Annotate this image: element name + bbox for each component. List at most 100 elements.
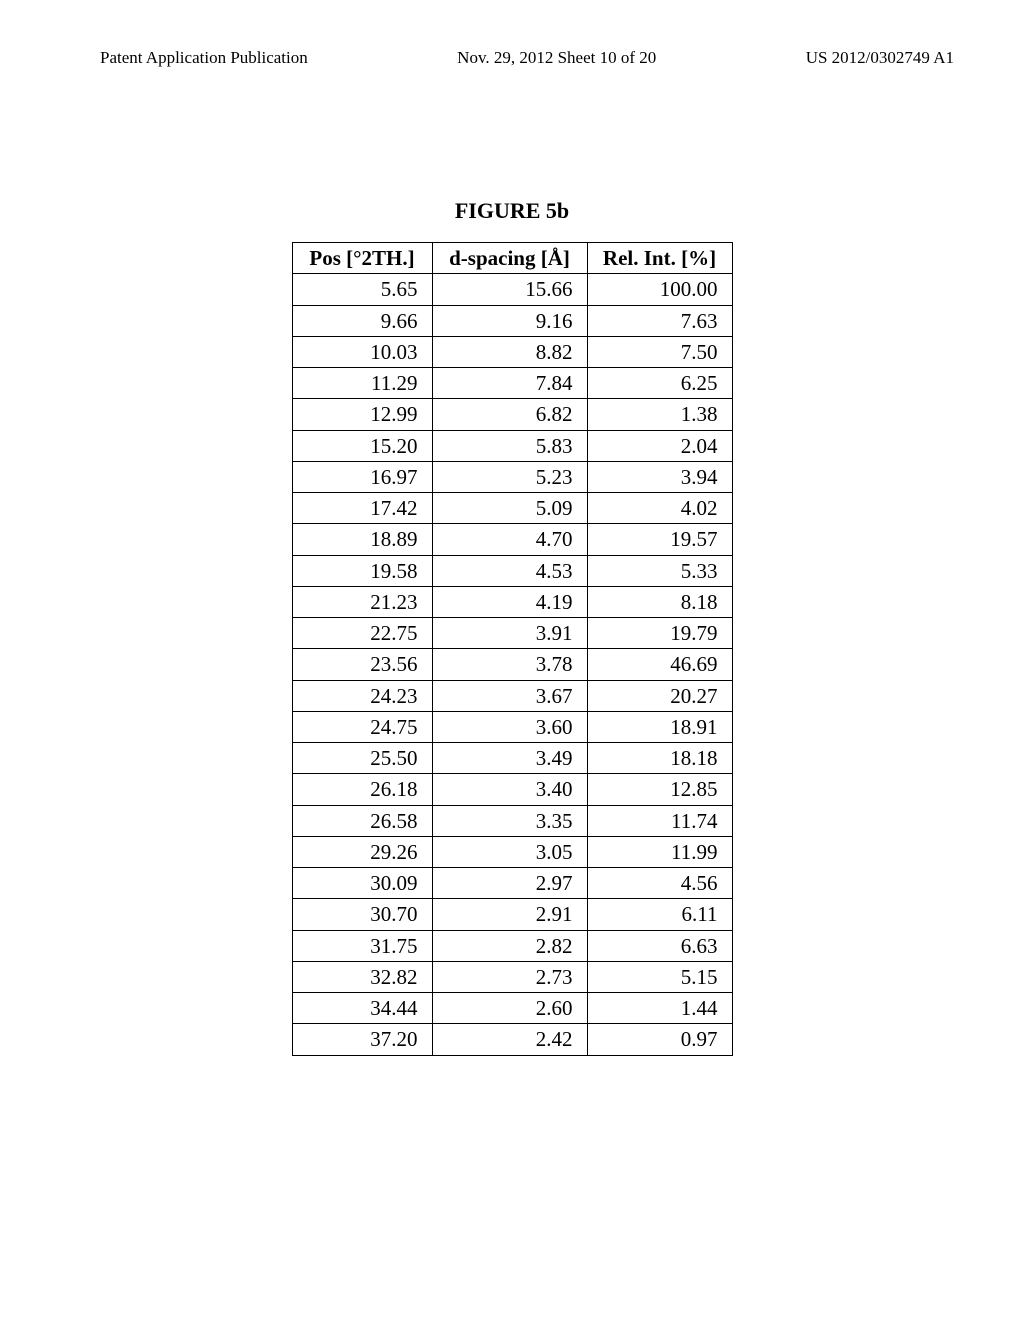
table-cell: 6.11 <box>587 899 732 930</box>
column-header-relint: Rel. Int. [%] <box>587 243 732 274</box>
table-row: 30.702.916.11 <box>292 899 732 930</box>
table-cell: 1.38 <box>587 399 732 430</box>
table-cell: 3.94 <box>587 461 732 492</box>
table-row: 25.503.4918.18 <box>292 743 732 774</box>
table-cell: 21.23 <box>292 586 432 617</box>
table-cell: 5.83 <box>432 430 587 461</box>
table-cell: 2.73 <box>432 961 587 992</box>
table-cell: 18.18 <box>587 743 732 774</box>
table-header: Pos [°2TH.] d-spacing [Å] Rel. Int. [%] <box>292 243 732 274</box>
table-cell: 32.82 <box>292 961 432 992</box>
table-row: 24.753.6018.91 <box>292 711 732 742</box>
table-cell: 11.99 <box>587 836 732 867</box>
table-cell: 2.04 <box>587 430 732 461</box>
column-header-dspacing: d-spacing [Å] <box>432 243 587 274</box>
table-cell: 19.57 <box>587 524 732 555</box>
table-row: 30.092.974.56 <box>292 868 732 899</box>
table-row: 11.297.846.25 <box>292 368 732 399</box>
table-cell: 10.03 <box>292 336 432 367</box>
table-cell: 5.23 <box>432 461 587 492</box>
table-cell: 3.05 <box>432 836 587 867</box>
table-cell: 30.70 <box>292 899 432 930</box>
table-row: 18.894.7019.57 <box>292 524 732 555</box>
table-cell: 11.74 <box>587 805 732 836</box>
table-cell: 26.58 <box>292 805 432 836</box>
header-center-text: Nov. 29, 2012 Sheet 10 of 20 <box>457 48 656 68</box>
table-cell: 3.60 <box>432 711 587 742</box>
table-cell: 23.56 <box>292 649 432 680</box>
table-row: 26.583.3511.74 <box>292 805 732 836</box>
table-row: 5.6515.66100.00 <box>292 274 732 305</box>
data-table-container: Pos [°2TH.] d-spacing [Å] Rel. Int. [%] … <box>0 242 1024 1056</box>
table-cell: 5.15 <box>587 961 732 992</box>
table-cell: 11.29 <box>292 368 432 399</box>
table-cell: 3.49 <box>432 743 587 774</box>
table-cell: 15.66 <box>432 274 587 305</box>
table-row: 17.425.094.02 <box>292 493 732 524</box>
table-cell: 4.70 <box>432 524 587 555</box>
table-cell: 3.35 <box>432 805 587 836</box>
table-cell: 8.18 <box>587 586 732 617</box>
table-cell: 5.65 <box>292 274 432 305</box>
table-cell: 4.02 <box>587 493 732 524</box>
table-row: 31.752.826.63 <box>292 930 732 961</box>
table-cell: 24.23 <box>292 680 432 711</box>
xrd-data-table: Pos [°2TH.] d-spacing [Å] Rel. Int. [%] … <box>292 242 733 1056</box>
table-body: 5.6515.66100.009.669.167.6310.038.827.50… <box>292 274 732 1055</box>
table-cell: 12.85 <box>587 774 732 805</box>
table-cell: 22.75 <box>292 618 432 649</box>
table-row: 15.205.832.04 <box>292 430 732 461</box>
table-row: 24.233.6720.27 <box>292 680 732 711</box>
table-cell: 25.50 <box>292 743 432 774</box>
table-cell: 6.63 <box>587 930 732 961</box>
table-cell: 2.60 <box>432 993 587 1024</box>
table-cell: 2.42 <box>432 1024 587 1055</box>
table-header-row: Pos [°2TH.] d-spacing [Å] Rel. Int. [%] <box>292 243 732 274</box>
table-row: 21.234.198.18 <box>292 586 732 617</box>
table-row: 34.442.601.44 <box>292 993 732 1024</box>
table-cell: 18.89 <box>292 524 432 555</box>
table-cell: 18.91 <box>587 711 732 742</box>
table-cell: 7.84 <box>432 368 587 399</box>
table-cell: 3.91 <box>432 618 587 649</box>
table-cell: 7.63 <box>587 305 732 336</box>
table-row: 16.975.233.94 <box>292 461 732 492</box>
table-cell: 3.67 <box>432 680 587 711</box>
table-cell: 19.58 <box>292 555 432 586</box>
table-cell: 9.16 <box>432 305 587 336</box>
table-cell: 12.99 <box>292 399 432 430</box>
table-row: 10.038.827.50 <box>292 336 732 367</box>
table-cell: 1.44 <box>587 993 732 1024</box>
table-cell: 7.50 <box>587 336 732 367</box>
table-cell: 4.56 <box>587 868 732 899</box>
table-cell: 24.75 <box>292 711 432 742</box>
table-cell: 0.97 <box>587 1024 732 1055</box>
table-row: 26.183.4012.85 <box>292 774 732 805</box>
page-header: Patent Application Publication Nov. 29, … <box>0 0 1024 68</box>
table-cell: 17.42 <box>292 493 432 524</box>
table-cell: 2.97 <box>432 868 587 899</box>
figure-title: FIGURE 5b <box>0 198 1024 224</box>
table-row: 29.263.0511.99 <box>292 836 732 867</box>
table-cell: 20.27 <box>587 680 732 711</box>
table-cell: 46.69 <box>587 649 732 680</box>
table-cell: 30.09 <box>292 868 432 899</box>
table-row: 9.669.167.63 <box>292 305 732 336</box>
table-cell: 34.44 <box>292 993 432 1024</box>
table-cell: 5.09 <box>432 493 587 524</box>
column-header-pos: Pos [°2TH.] <box>292 243 432 274</box>
table-cell: 6.25 <box>587 368 732 399</box>
table-row: 37.202.420.97 <box>292 1024 732 1055</box>
table-cell: 3.78 <box>432 649 587 680</box>
table-cell: 2.82 <box>432 930 587 961</box>
table-row: 32.822.735.15 <box>292 961 732 992</box>
table-cell: 31.75 <box>292 930 432 961</box>
table-cell: 4.19 <box>432 586 587 617</box>
table-cell: 100.00 <box>587 274 732 305</box>
table-cell: 8.82 <box>432 336 587 367</box>
table-cell: 3.40 <box>432 774 587 805</box>
table-cell: 37.20 <box>292 1024 432 1055</box>
table-cell: 2.91 <box>432 899 587 930</box>
table-row: 22.753.9119.79 <box>292 618 732 649</box>
table-cell: 9.66 <box>292 305 432 336</box>
